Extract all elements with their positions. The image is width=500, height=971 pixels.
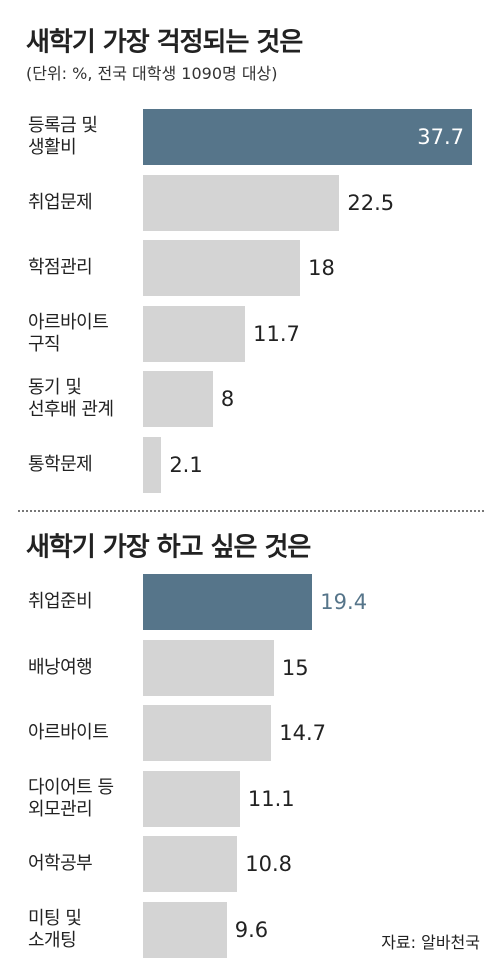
value-label: 2.1 — [169, 452, 203, 477]
value-label: 15 — [281, 655, 309, 680]
source: 자료: 알바천국 — [381, 933, 480, 952]
bar — [143, 240, 301, 296]
category-label: 취업문제 — [28, 191, 93, 213]
divider — [18, 510, 484, 512]
bar — [143, 371, 213, 427]
bar — [143, 109, 472, 165]
category-label: 취업준비 — [28, 591, 93, 612]
bar — [143, 174, 340, 231]
bar — [143, 705, 272, 761]
category-label: 미팅 및 소개팅 — [28, 907, 82, 951]
category-label: 등록금 및 생활비 — [28, 115, 98, 158]
category-label: 배낭여행 — [28, 656, 93, 678]
bar — [143, 436, 162, 493]
category-label: 학점관리 — [28, 257, 93, 278]
value-label: 8 — [220, 387, 235, 411]
value-label: 18 — [308, 256, 335, 280]
bar — [143, 305, 246, 362]
category-label: 통학문제 — [28, 453, 93, 475]
value-label: 19.4 — [320, 590, 368, 614]
value-label: 14.7 — [279, 721, 327, 745]
value-label: 22.5 — [347, 190, 395, 215]
bar — [143, 836, 238, 892]
bar — [143, 574, 313, 630]
value-label: 10.8 — [245, 852, 292, 876]
value-label: 9.6 — [234, 917, 269, 942]
value-label: 11.7 — [253, 321, 300, 346]
value-label: 11.1 — [247, 786, 295, 811]
category-label: 아르바이트 구직 — [28, 311, 109, 355]
bar — [143, 901, 227, 958]
bar — [143, 639, 274, 696]
category-label: 어학공부 — [28, 853, 93, 874]
category-label: 동기 및 선후배 관계 — [28, 377, 114, 420]
chart-subtitle: (단위: %, 전국 대학생 1090명 대상) — [26, 64, 278, 83]
chart-title: 새학기 가장 하고 싶은 것은 — [26, 532, 311, 563]
chart-title: 새학기 가장 걱정되는 것은 — [26, 27, 303, 58]
bar — [143, 770, 240, 827]
value-label: 37.7 — [417, 125, 464, 149]
category-label: 다이어트 등 외모관리 — [28, 776, 114, 820]
category-label: 아르바이트 — [28, 722, 109, 743]
